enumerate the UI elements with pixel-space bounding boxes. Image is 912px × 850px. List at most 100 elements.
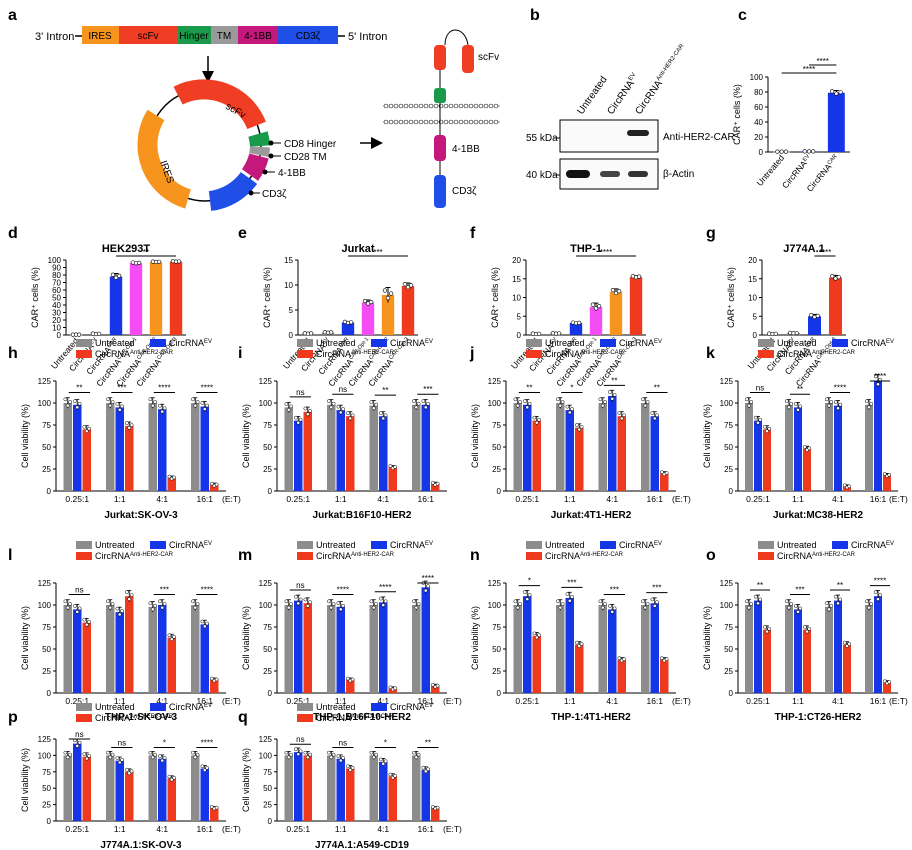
significance-label: ** [654,383,660,392]
data-point [579,425,584,429]
data-point [798,404,803,409]
data-point [158,599,162,604]
data-point [172,775,176,780]
segment-ires [82,26,119,44]
significance-label: **** [422,574,434,583]
bar [401,286,415,335]
bar [803,448,811,491]
legend-swatch [150,703,166,711]
legend-sup: EV [204,703,212,709]
data-point [205,621,209,626]
data-point [305,604,310,608]
data-point [641,599,645,604]
data-point [129,593,134,597]
data-point [369,400,374,404]
bar [660,473,669,491]
data-point [63,599,68,604]
bar [169,261,183,335]
data-point [294,594,298,599]
cell-membrane [383,105,500,123]
bar [294,420,303,491]
data-point [560,400,565,404]
data-point [382,288,388,293]
data-point [379,757,383,762]
legend-name: Untreated [95,702,135,712]
data-point [331,752,336,757]
bar [431,685,440,693]
lipid-head [423,119,429,125]
data-point [784,599,789,604]
data-point [284,750,289,755]
y-tick-label: 0 [729,487,734,496]
bar [129,263,143,335]
y-tick-label: 0 [47,487,52,496]
legend-label: CircRNAEV [169,540,212,550]
x-tick-label: 0.25:1 [65,824,89,834]
chart-title: THP-1 [570,243,602,255]
bar [148,606,157,693]
data-point [393,774,397,778]
y-axis-label: Cell viability (%) [20,748,30,812]
data-point [827,403,831,408]
legend-name: CircRNA [169,540,204,550]
data-point [383,413,388,418]
legend-label: CircRNAEV [390,702,433,712]
data-point [603,602,607,606]
data-point [527,401,532,406]
data-point [641,397,645,402]
legend-name: CircRNA [95,713,130,723]
panel-letter-h: h [8,345,18,362]
data-point [608,604,612,608]
lipid-head [393,119,399,125]
data-point [68,400,72,404]
data-point [570,407,574,411]
data-point [393,465,397,469]
legend-swatch [76,350,92,358]
legend-name: Untreated [316,540,356,550]
data-point [619,416,624,421]
data-point [193,403,198,408]
data-point [150,607,155,612]
x-tick-label: 0.25:1 [746,696,770,706]
legend-label: Untreated [316,702,356,712]
bar [589,306,603,335]
band-label-actin: β-Actin [663,169,694,180]
data-point [338,607,343,612]
data-point [286,755,291,760]
data-point [867,605,871,610]
data-point [110,272,115,277]
y-tick-label: 0 [47,817,52,826]
legend-label: Untreated [316,338,356,348]
legend-sup: EV [204,339,212,345]
data-point [77,740,82,745]
data-point [838,90,843,95]
data-point [829,400,834,404]
data-point [379,596,383,601]
data-point [622,413,626,418]
y-tick-label: 40 [52,301,61,310]
data-point [869,401,874,406]
data-point [214,805,219,810]
significance-label: * [528,577,531,586]
band-actin-2 [600,171,620,177]
lipid-head [388,119,394,125]
y-tick-label: 15 [512,275,521,284]
significance-label: **** [600,248,612,257]
y-tick-label: 20 [512,256,521,265]
data-point [660,470,664,475]
data-point [200,764,205,769]
y-tick-label: 75 [42,623,51,632]
bar [617,416,626,491]
x-unit-label: (E:T) [443,696,462,706]
lipid-head [433,119,439,125]
legend-name: CircRNA [316,713,351,723]
x-unit-label: (E:T) [443,824,462,834]
bar [575,644,584,693]
x-axis-label: J774A.1:A549-CD19 [315,840,409,850]
data-point [63,397,68,402]
data-point [84,429,89,434]
data-point [767,627,772,631]
data-point [838,402,843,407]
legend-swatch [600,339,616,347]
